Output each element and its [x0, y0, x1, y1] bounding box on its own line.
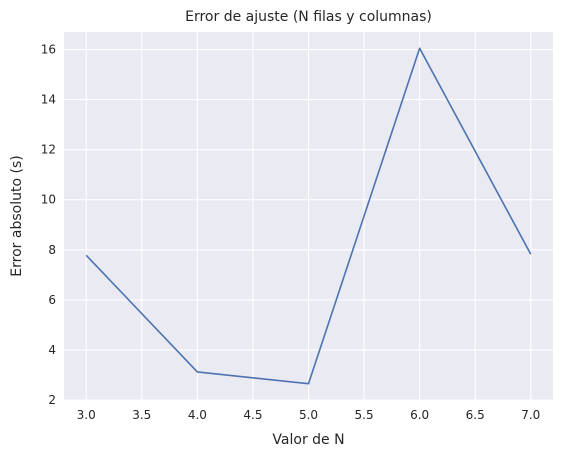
y-tick-label: 2: [48, 393, 56, 407]
x-axis-ticks: 3.0 3.5 4.0 4.5 5.0 5.5 6.0 6.5 7.0: [77, 408, 541, 422]
series-line: [85, 47, 532, 385]
y-tick-label: 16: [41, 43, 56, 57]
y-tick-label: 6: [48, 293, 56, 307]
y-axis-ticks: 2 4 6 8 10 12 14 16: [41, 43, 56, 407]
x-tick-label: 6.0: [410, 408, 429, 422]
grid: [64, 32, 553, 401]
x-tick-label: 4.5: [243, 408, 262, 422]
x-axis-label: Valor de N: [272, 432, 344, 448]
x-tick-label: 3.0: [77, 408, 96, 422]
y-axis-label: Error absoluto (s): [9, 155, 25, 276]
x-tick-label: 5.5: [355, 408, 374, 422]
series-lines: [85, 47, 532, 385]
chart-title: Error de ajuste (N filas y columnas): [185, 9, 432, 25]
y-tick-label: 4: [48, 343, 56, 357]
y-tick-label: 14: [41, 93, 56, 107]
x-tick-label: 3.5: [132, 408, 151, 422]
x-tick-label: 4.0: [188, 408, 207, 422]
x-tick-label: 5.0: [299, 408, 318, 422]
y-tick-label: 12: [41, 143, 56, 157]
y-tick-label: 8: [48, 243, 56, 257]
x-tick-label: 6.5: [466, 408, 485, 422]
y-tick-label: 10: [41, 193, 56, 207]
x-tick-label: 7.0: [521, 408, 540, 422]
